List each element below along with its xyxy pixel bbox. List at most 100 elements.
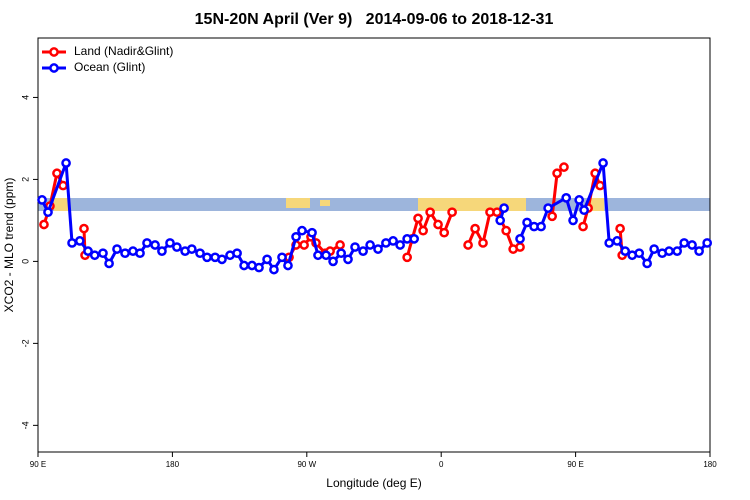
point (579, 205, 589, 216)
point (495, 215, 506, 226)
point (165, 238, 175, 248)
point (321, 250, 331, 261)
point (277, 252, 287, 263)
point (536, 221, 546, 232)
point (343, 254, 353, 265)
x-tick-label: 0 (439, 460, 444, 469)
point (687, 240, 697, 250)
y-tick-label: -4 (20, 421, 30, 429)
point (232, 248, 242, 259)
point (202, 252, 212, 263)
point (433, 219, 443, 230)
point (37, 195, 47, 205)
x-axis-label: Longitude (deg E) (326, 476, 421, 490)
map-strip (38, 198, 710, 211)
point (335, 240, 345, 250)
point (299, 240, 309, 250)
point (365, 240, 375, 250)
point (649, 244, 659, 254)
series-line (42, 166, 624, 259)
point (463, 240, 473, 250)
point (418, 225, 428, 236)
point (612, 236, 622, 246)
point (620, 246, 631, 256)
x-tick-label: 90 E (567, 460, 583, 469)
point (79, 223, 89, 234)
point (195, 248, 205, 259)
legend-label: Ocean (Glint) (74, 60, 145, 74)
point (559, 162, 569, 172)
point (543, 203, 553, 213)
point (291, 231, 301, 242)
point (112, 244, 122, 254)
point (604, 238, 615, 248)
point (328, 256, 338, 267)
point (388, 236, 398, 246)
y-tick-label: -2 (20, 339, 30, 347)
point (499, 203, 509, 213)
point (702, 238, 713, 248)
point (642, 258, 652, 269)
point (492, 207, 502, 218)
legend-label: Land (Nadir&Glint) (74, 44, 173, 58)
point (672, 246, 682, 256)
point (547, 211, 558, 222)
point (43, 207, 53, 218)
point (634, 248, 645, 259)
point (413, 213, 423, 224)
point (694, 246, 704, 256)
point (336, 248, 346, 259)
point (142, 238, 152, 248)
point (104, 258, 114, 269)
point (217, 254, 227, 265)
y-tick-label: 0 (20, 259, 30, 264)
point (561, 193, 572, 203)
point (61, 158, 71, 168)
point (358, 246, 368, 256)
point (595, 180, 605, 191)
point (58, 180, 68, 191)
point (239, 260, 249, 271)
point (515, 242, 525, 252)
point (373, 244, 383, 254)
point (515, 234, 525, 244)
point (74, 236, 85, 246)
point (269, 264, 279, 275)
point (186, 244, 197, 254)
point (568, 215, 578, 226)
point (425, 207, 435, 218)
point (297, 225, 307, 236)
point (470, 223, 480, 234)
point (150, 240, 160, 250)
legend-box (39, 41, 189, 77)
point (402, 252, 413, 263)
legend-marker (49, 47, 59, 57)
point (664, 246, 674, 256)
point (83, 246, 93, 256)
point (522, 217, 532, 228)
point (439, 227, 450, 238)
point (578, 221, 588, 232)
point (615, 223, 625, 234)
point (39, 219, 49, 230)
chart-title: 15N-20N April (Ver 9) 2014-09-06 to 2018… (195, 11, 554, 28)
point (120, 248, 130, 259)
point (350, 242, 360, 252)
point (574, 195, 585, 205)
point (447, 207, 457, 218)
point (478, 238, 488, 248)
x-tick-label: 90 W (297, 460, 316, 469)
point (552, 168, 562, 179)
y-tick-label: 4 (20, 95, 30, 100)
legend-marker (49, 63, 59, 73)
y-axis-label: XCO2 - MLO trend (ppm) (2, 178, 16, 313)
point (52, 168, 62, 179)
point (98, 248, 108, 259)
x-tick-label: 90 E (30, 460, 46, 469)
point (67, 238, 77, 248)
point (598, 158, 608, 168)
point (283, 260, 293, 271)
point (395, 240, 405, 250)
point (409, 234, 420, 244)
